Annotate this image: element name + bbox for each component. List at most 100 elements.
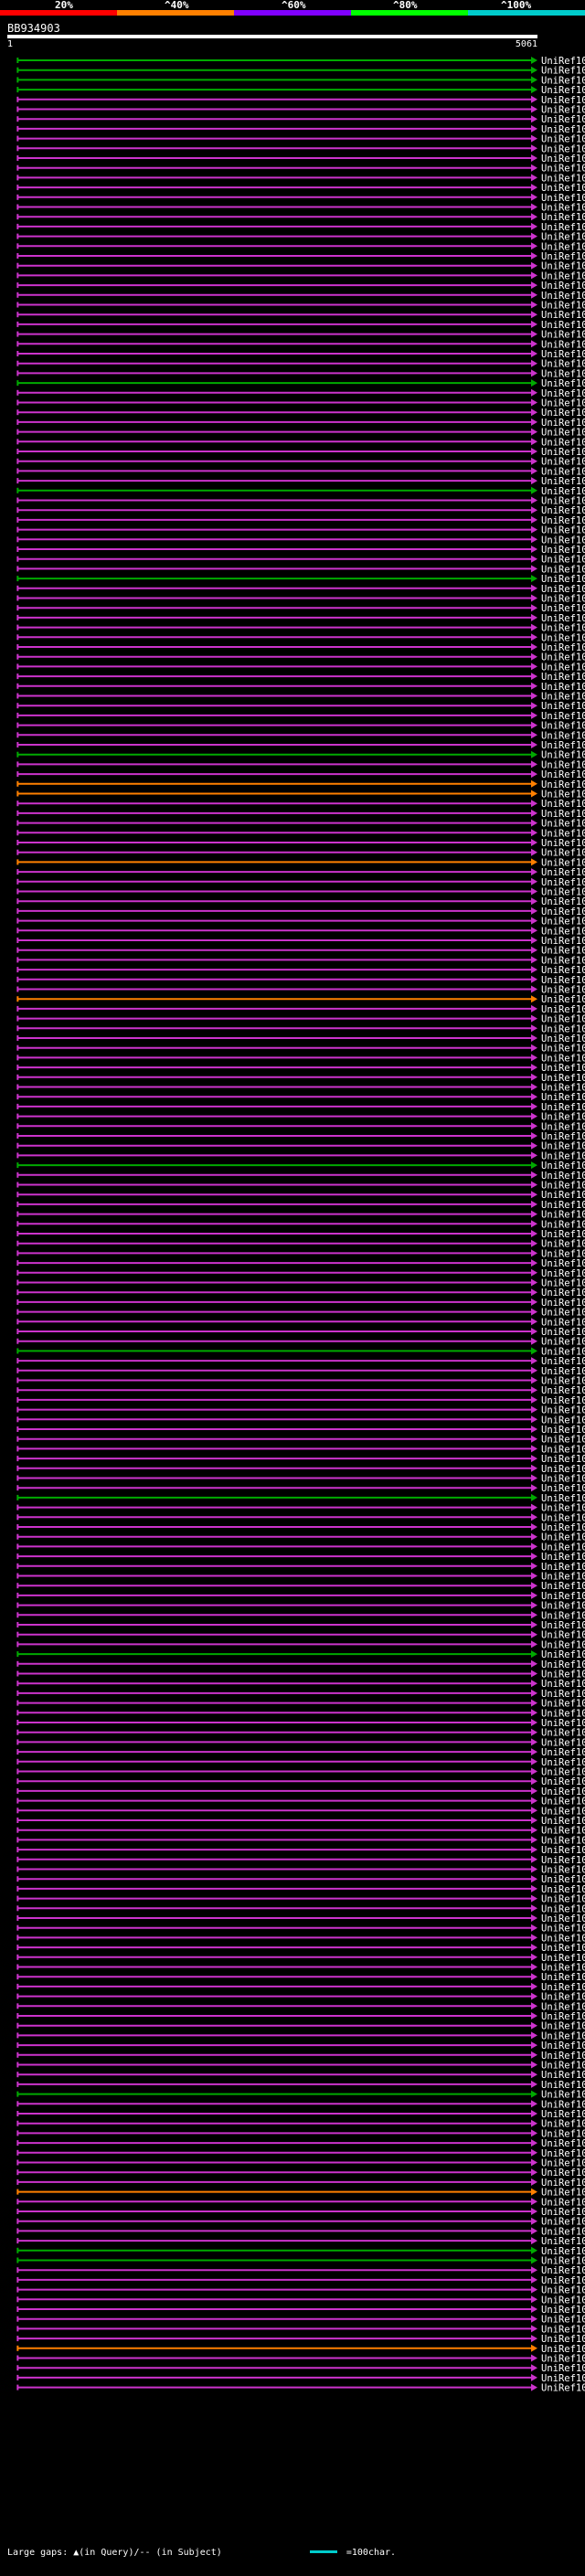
hit-arrow	[531, 1239, 537, 1247]
hit-row: UniRef100_A7VBY6	[16, 1210, 585, 1221]
hit-label: UniRef100_UP1000...	[541, 1356, 585, 1367]
hit-arrow	[531, 340, 537, 348]
hit-row: UniRef100_Q1RLQ3	[16, 2315, 585, 2326]
hit-arrow	[531, 1122, 537, 1130]
hit-label: UniRef100_A5K5D5	[541, 1982, 585, 1993]
hit-label: UniRef100_B6H027	[541, 1278, 585, 1289]
hit-label: UniRef100_A0CBQ4	[541, 1591, 585, 1602]
hit-row: UniRef100_P13627	[16, 711, 585, 722]
hit-arrow	[531, 105, 537, 113]
hit-arrow	[531, 2168, 537, 2177]
hit-row: UniRef100_A1ZFD4	[16, 251, 585, 262]
hit-arrow	[531, 232, 537, 240]
hit-row: UniRef100_UP1000...	[16, 545, 585, 556]
hit-label: UniRef100_C3ZG29	[541, 2334, 585, 2345]
hit-arrow	[531, 2158, 537, 2167]
hit-row: UniRef100_A4FTF9	[16, 1659, 585, 1670]
hit-label: UniRef100_B4NFD0	[541, 437, 585, 448]
hit-label: UniRef100_C5DJN7	[541, 1855, 585, 1866]
hit-label: UniRef100_Q86JJ1	[541, 408, 585, 419]
hit-arrow	[531, 1093, 537, 1101]
hit-row: UniRef100_B6TVH1	[16, 848, 585, 859]
hit-label: UniRef100_C5M4L4	[541, 1924, 585, 1935]
hit-row: UniRef100_B2AW07	[16, 428, 585, 439]
hit-row: UniRef100_UP1000...	[16, 1171, 585, 1182]
hit-label: UniRef100_A7RL36	[541, 1757, 585, 1768]
hit-arrow	[531, 985, 537, 993]
hit-label: UniRef100_B4KPY0	[541, 985, 585, 996]
hit-arrow	[531, 1748, 537, 1756]
hit-arrow	[531, 1464, 537, 1472]
query-ruler: 1 5061	[7, 35, 537, 48]
hit-row: UniRef100_C5FRE3	[16, 975, 585, 986]
hit-arrow	[531, 252, 537, 260]
hit-row: UniRef100_B8N3J7	[16, 2363, 585, 2374]
hit-arrow	[531, 1914, 537, 1922]
hit-label: UniRef100_A3CV62	[541, 1884, 585, 1895]
hit-label: UniRef100_B5WC66	[541, 193, 585, 204]
hit-row: UniRef100_UP1000...	[16, 917, 585, 928]
hit-arrow	[531, 770, 537, 779]
hit-arrow	[531, 2335, 537, 2343]
hit-row: UniRef100_Q4L3P2	[16, 564, 585, 575]
hit-row: UniRef100_B4LRG1	[16, 368, 585, 379]
hit-arrow	[531, 525, 537, 534]
hit-arrow	[531, 115, 537, 123]
hit-label: UniRef100_B7JW59	[541, 164, 585, 175]
hit-arrow	[531, 486, 537, 494]
hit-label: UniRef100_A1CIS8	[541, 1141, 585, 1152]
hit-arrow	[531, 2129, 537, 2137]
hit-arrow	[531, 2354, 537, 2362]
hit-arrow	[531, 1328, 537, 1335]
hit-arrow	[531, 877, 537, 885]
hit-row: UniRef100_Q8CUY2	[16, 701, 585, 712]
hit-row: UniRef100_C1LTK0	[16, 1181, 585, 1192]
hit-row: UniRef100_C3ZG29	[16, 2334, 585, 2345]
hit-label: UniRef100_B9PPC3	[541, 1728, 585, 1739]
hit-arrow	[531, 1249, 537, 1257]
hit-arrow	[531, 1855, 537, 1863]
hit-label: UniRef100_UP1000...	[541, 1649, 585, 1660]
hit-arrow	[531, 2383, 537, 2391]
hit-row: UniRef100_Q23881	[16, 838, 585, 849]
hit-arrow	[531, 1493, 537, 1501]
hit-label: UniRef100_C5YS57	[541, 447, 585, 458]
hit-label: UniRef100_Q3DFZ9	[541, 632, 585, 643]
hit-row: UniRef100_B4NFD0	[16, 437, 585, 448]
hit-row: UniRef100_Q9VAR3	[16, 2285, 585, 2296]
hit-row: UniRef100_A9VME7	[16, 2275, 585, 2286]
hit-label: UniRef100_B8M904	[541, 1610, 585, 1621]
hit-row: UniRef100_B9E2X2	[16, 1044, 585, 1055]
hit-row: UniRef100_Q1DJU7	[16, 466, 585, 477]
hit-row: UniRef100_C3VCU8	[16, 867, 585, 878]
hit-label: UniRef100_B5HTP5	[541, 183, 585, 194]
hit-arrow	[531, 1982, 537, 1990]
hit-row: UniRef100_C5G7Y0	[16, 2383, 585, 2394]
hit-arrow	[531, 2002, 537, 2010]
hit-label: UniRef100_Q5HJU7	[541, 1630, 585, 1641]
hit-row: UniRef100_B6ZWX0	[16, 926, 585, 937]
hit-arrow	[531, 1846, 537, 1854]
hit-arrow	[531, 1376, 537, 1384]
hit-label: UniRef100_B6GV98	[541, 652, 585, 663]
hit-arrow	[531, 2012, 537, 2019]
hit-row: UniRef100_A7F4F3	[16, 2295, 585, 2306]
hit-label: UniRef100_B6HA07	[541, 330, 585, 341]
scale-label-40: ^40%	[165, 0, 189, 11]
hit-row: UniRef100_C5DRB5	[16, 1229, 585, 1240]
hit-arrow	[531, 398, 537, 407]
hit-arrow	[531, 1395, 537, 1404]
hit-arrow	[531, 643, 537, 651]
hit-arrow	[531, 1073, 537, 1081]
hit-label: UniRef100_B8M9D3	[541, 1620, 585, 1631]
hit-row: UniRef100_Q2BFM4	[16, 2128, 585, 2139]
hit-arrow	[531, 1611, 537, 1619]
hit-label: UniRef100_C6SVU3	[541, 114, 585, 125]
hit-label: UniRef100_C6TC96	[541, 95, 585, 106]
hit-label: UniRef100_Q4L3P2	[541, 564, 585, 575]
hit-label: UniRef100_UP1000...	[541, 1835, 585, 1846]
hit-arrow	[531, 682, 537, 690]
hit-row: UniRef100_C6SVU3	[16, 114, 585, 125]
hit-arrow	[531, 633, 537, 641]
hit-label: UniRef100_UP1000...	[541, 721, 585, 732]
